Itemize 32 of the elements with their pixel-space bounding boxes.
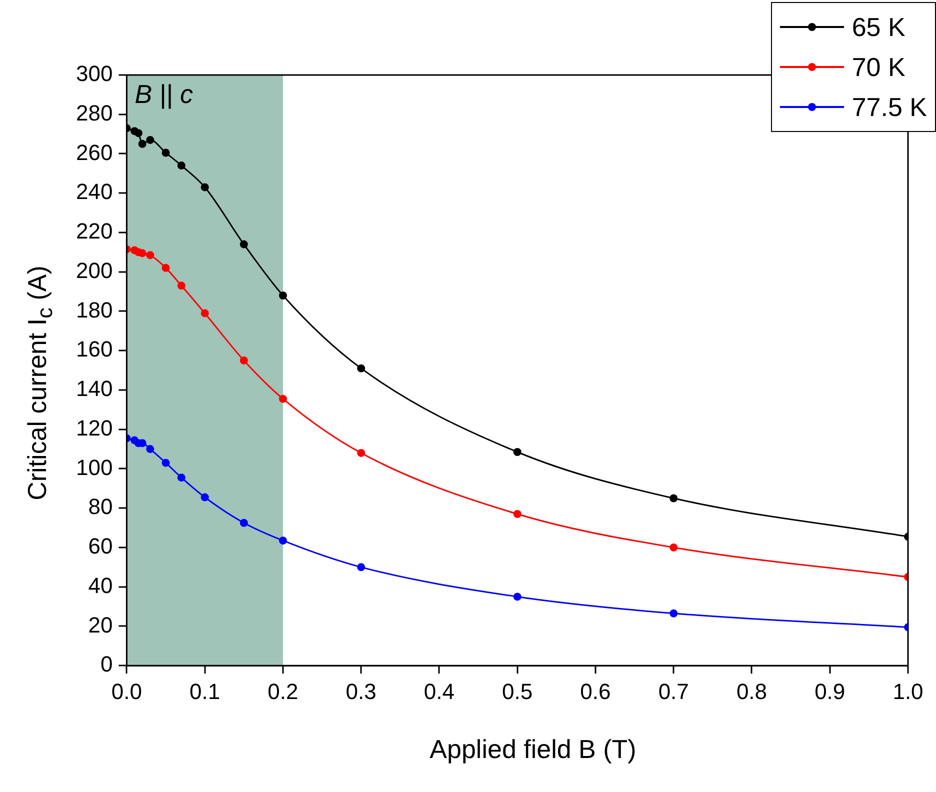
x-tick-label: 0.9 (814, 678, 846, 704)
y-tick-label: 120 (76, 415, 113, 440)
legend-label: 70 K (852, 52, 906, 82)
x-tick-label: 0.3 (346, 678, 376, 704)
band-label: B || c (134, 79, 194, 110)
x-tick-label: 0.6 (580, 678, 611, 704)
y-tick-label: 60 (88, 534, 113, 559)
x-tick-label: 0.8 (736, 678, 768, 704)
y-tick-label: 80 (88, 494, 113, 520)
y-tick-label: 200 (76, 258, 113, 283)
y-tick-label: 160 (76, 336, 113, 362)
x-tick-label: 1.0 (892, 678, 924, 704)
y-tick-label: 220 (76, 218, 113, 244)
legend-label: 65 K (852, 12, 906, 42)
y-tick-label: 0 (100, 652, 113, 677)
y-tick-label: 20 (88, 612, 113, 638)
x-tick-label: 0.1 (190, 678, 220, 704)
y-tick-label: 140 (76, 376, 113, 402)
x-tick-label: 0.0 (111, 678, 142, 704)
x-tick-label: 0.7 (658, 678, 689, 704)
x-tick-label: 0.2 (268, 678, 298, 704)
y-tick-label: 100 (76, 454, 113, 480)
x-tick-label: 0.5 (502, 678, 533, 704)
x-axis-title: Applied field B (T) (428, 734, 638, 765)
y-tick-label: 40 (88, 572, 113, 598)
y-tick-label: 280 (76, 100, 113, 126)
legend-label: 77.5 K (852, 92, 927, 122)
y-tick-label: 300 (76, 61, 113, 86)
x-tick-label: 0.4 (424, 678, 455, 704)
y-tick-label: 180 (76, 297, 113, 322)
y-tick-label: 260 (76, 140, 113, 165)
y-tick-label: 240 (76, 179, 113, 204)
